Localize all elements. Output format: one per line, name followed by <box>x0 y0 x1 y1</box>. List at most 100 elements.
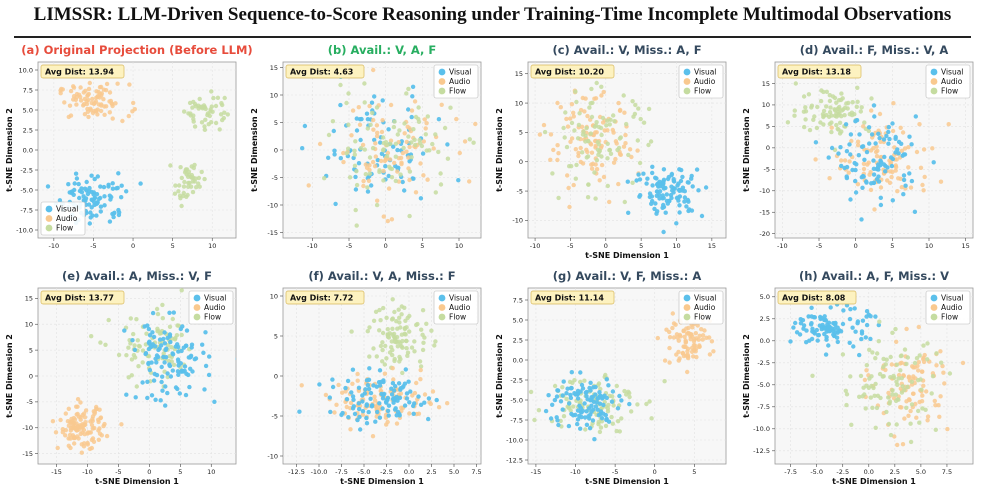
point-visual <box>119 195 124 200</box>
point-visual <box>864 149 870 155</box>
point-visual <box>654 189 660 194</box>
point-audio <box>585 113 590 119</box>
point-audio <box>613 156 618 162</box>
point-audio <box>933 403 938 408</box>
point-visual <box>356 161 362 166</box>
point-flow <box>900 384 905 389</box>
legend-label-audio: Audio <box>449 303 471 312</box>
point-visual <box>903 183 908 188</box>
point-flow <box>836 113 841 118</box>
avg-dist-text: Avg Dist: 4.63 <box>290 68 353 77</box>
point-audio <box>407 411 412 416</box>
point-audio <box>709 339 715 344</box>
point-visual <box>869 132 875 137</box>
point-visual <box>550 402 555 407</box>
point-flow <box>890 330 895 335</box>
point-flow <box>402 121 407 126</box>
point-visual <box>98 204 104 209</box>
point-flow <box>187 100 193 106</box>
point-visual <box>179 368 185 373</box>
point-visual <box>69 190 75 196</box>
x-tick-label: -10 <box>307 242 318 250</box>
point-flow <box>870 405 875 410</box>
point-flow <box>870 350 875 355</box>
point-audio <box>68 428 74 433</box>
point-audio <box>388 102 394 108</box>
point-audio <box>702 328 707 333</box>
point-audio <box>855 182 861 187</box>
point-flow <box>177 193 183 198</box>
point-visual <box>860 173 866 179</box>
point-flow <box>801 94 807 99</box>
point-audio <box>76 92 82 98</box>
legend-label-audio: Audio <box>56 214 78 223</box>
point-visual <box>94 192 100 197</box>
point-flow <box>365 126 370 131</box>
point-flow <box>407 169 413 174</box>
point-audio <box>348 400 354 406</box>
point-visual <box>876 322 881 328</box>
point-flow <box>662 379 667 384</box>
point-flow <box>393 178 398 184</box>
point-visual <box>391 400 396 405</box>
point-visual <box>819 324 824 330</box>
point-flow <box>574 99 579 105</box>
point-visual <box>184 328 190 333</box>
legend-label-flow: Flow <box>694 87 711 96</box>
x-tick-label: 0 <box>653 468 657 476</box>
x-tick-label: 15 <box>708 242 716 250</box>
point-flow <box>380 330 386 336</box>
point-flow <box>169 345 174 350</box>
x-tick-label: 0.0 <box>864 468 874 476</box>
y-tick-label: 5 <box>29 346 33 354</box>
point-visual <box>873 314 878 319</box>
point-visual <box>408 389 413 394</box>
point-audio <box>90 436 96 441</box>
point-audio <box>869 108 874 113</box>
avg-dist-text: Avg Dist: 13.18 <box>782 68 851 77</box>
point-visual <box>330 384 336 390</box>
point-visual <box>848 132 854 137</box>
point-flow <box>135 338 140 343</box>
point-flow <box>203 117 208 123</box>
point-visual <box>436 117 442 122</box>
point-visual <box>363 387 368 392</box>
point-audio <box>71 434 77 440</box>
point-visual <box>844 164 850 170</box>
point-visual <box>582 401 587 406</box>
point-visual <box>358 427 363 432</box>
point-audio <box>340 390 345 395</box>
point-visual <box>364 111 370 116</box>
point-audio <box>916 368 921 373</box>
panel-title: (h) Avail.: A, F, Miss.: V <box>799 269 949 283</box>
point-visual <box>393 384 398 389</box>
point-flow <box>433 132 438 137</box>
point-flow <box>917 420 922 425</box>
point-flow <box>886 395 891 400</box>
point-visual <box>866 125 872 130</box>
point-visual <box>162 341 168 346</box>
point-visual <box>162 360 167 365</box>
point-visual <box>396 381 402 386</box>
point-flow <box>617 136 623 141</box>
point-visual <box>385 395 391 401</box>
point-audio <box>422 392 428 397</box>
point-visual <box>333 201 338 207</box>
point-audio <box>69 419 75 424</box>
y-tick-label: 15 <box>762 80 770 88</box>
point-visual <box>703 185 709 190</box>
point-visual <box>153 397 158 402</box>
point-flow <box>400 345 405 350</box>
point-visual <box>176 363 181 368</box>
point-audio <box>74 421 79 426</box>
point-audio <box>906 374 912 379</box>
point-audio <box>299 383 304 388</box>
point-flow <box>615 419 621 424</box>
point-audio <box>616 100 621 106</box>
point-flow <box>550 171 555 176</box>
y-tick-label: 5 <box>519 129 523 137</box>
point-flow <box>792 108 797 113</box>
point-flow <box>401 145 406 151</box>
